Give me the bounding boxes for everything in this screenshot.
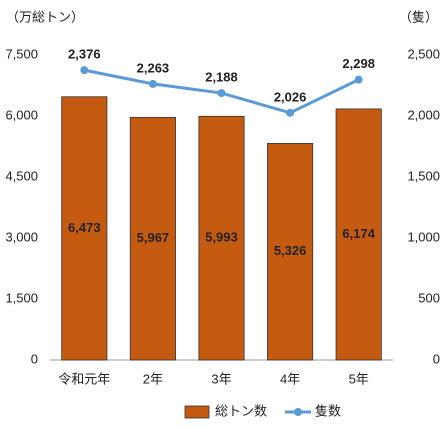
- y-tick-label: 3,000: [5, 229, 38, 244]
- line-value-label: 2,188: [205, 70, 238, 85]
- line-value-label: 2,298: [342, 56, 375, 71]
- y2-tick-label: 2,000: [407, 107, 440, 122]
- bar-value-label: 5,326: [274, 243, 307, 258]
- y2-tick-label: 2,500: [407, 46, 440, 61]
- y-tick-label: 6,000: [5, 107, 38, 122]
- y-tick-label: 4,500: [5, 168, 38, 183]
- bar-value-label: 6,473: [68, 220, 101, 235]
- bar: [198, 115, 245, 361]
- bar: [335, 108, 382, 361]
- line-marker: [80, 66, 89, 75]
- bar: [267, 143, 314, 361]
- bar-value-label: 5,967: [137, 230, 170, 245]
- bar: [61, 96, 108, 361]
- x-tick-label: 4年: [280, 371, 300, 386]
- bar-value-label: 6,174: [342, 226, 375, 241]
- y2-tick-label: 0: [433, 351, 440, 366]
- line-value-label: 2,026: [274, 89, 307, 104]
- y2-tick-label: 500: [418, 290, 440, 305]
- line-marker: [217, 89, 226, 98]
- legend-label: 総トン数: [215, 403, 267, 418]
- line-value-label: 2,376: [68, 47, 101, 62]
- legend-label: 隻数: [315, 403, 341, 418]
- line-marker: [148, 79, 157, 88]
- line-value-label: 2,263: [137, 60, 170, 75]
- legend-marker: [294, 408, 302, 416]
- x-tick-label: 2年: [143, 371, 163, 386]
- x-tick-label: 5年: [349, 371, 369, 386]
- y-tick-label: 7,500: [5, 46, 38, 61]
- y2-tick-label: 1,500: [407, 168, 440, 183]
- x-tick-label: 令和元年: [58, 371, 110, 386]
- y2-tick-label: 1,000: [407, 229, 440, 244]
- line-marker: [286, 108, 295, 117]
- legend-swatch: [184, 405, 210, 419]
- y-tick-label: 0: [31, 351, 38, 366]
- y2-axis-title: （隻）: [399, 9, 438, 24]
- bar: [129, 116, 176, 361]
- y-tick-label: 1,500: [5, 290, 38, 305]
- line-marker: [354, 75, 363, 84]
- bar-value-label: 5,993: [205, 230, 238, 245]
- x-tick-label: 3年: [211, 371, 231, 386]
- y-axis-title: （万総トン）: [6, 9, 84, 24]
